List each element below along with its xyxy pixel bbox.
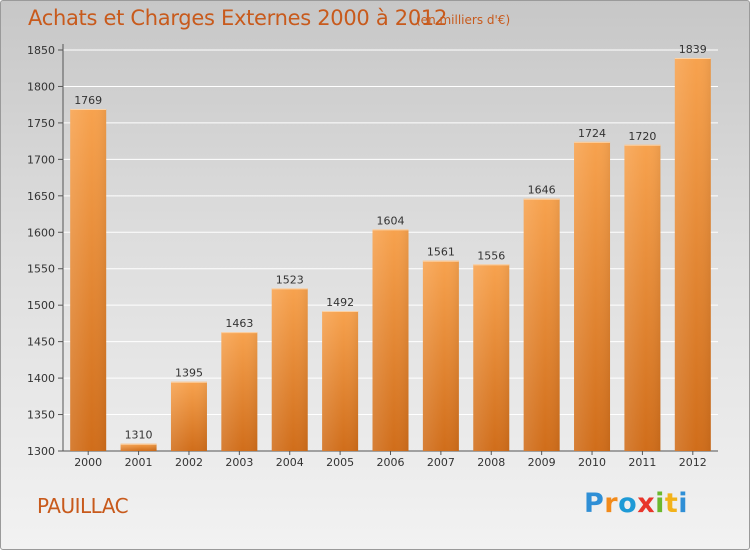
data-label-2009: 1646 — [528, 184, 556, 197]
y-tick-label: 1500 — [27, 299, 55, 312]
x-tick-label-2002: 2002 — [175, 456, 203, 469]
y-tick-label: 1350 — [27, 409, 55, 422]
bar-shade-2012 — [674, 58, 711, 452]
bar-shade-2007 — [422, 260, 459, 451]
bar-shade-2001 — [120, 443, 157, 451]
x-tick-label-2001: 2001 — [125, 456, 153, 469]
data-label-2012: 1839 — [679, 43, 707, 56]
logo-letter: i — [678, 488, 689, 519]
y-tick-label: 1400 — [27, 372, 55, 385]
bar-shade-2010 — [574, 141, 611, 451]
data-label-2005: 1492 — [326, 296, 354, 309]
bar-shade-2006 — [372, 229, 409, 451]
bar-shade-2000 — [70, 109, 107, 451]
x-tick-label-2004: 2004 — [276, 456, 304, 469]
x-tick-label-2011: 2011 — [628, 456, 656, 469]
data-label-2004: 1523 — [276, 273, 304, 286]
data-labels: 1769 1310 1395 1463 1523 1492 1604 1561 1556 1646… — [74, 43, 707, 442]
bar-shade-2011 — [624, 144, 661, 452]
y-tick-label: 1550 — [27, 263, 55, 276]
bars — [70, 58, 711, 452]
logo-letter: r — [604, 488, 619, 519]
x-tick-label-2012: 2012 — [679, 456, 707, 469]
x-tick-label-2010: 2010 — [578, 456, 606, 469]
x-tick-label-2006: 2006 — [377, 456, 405, 469]
y-tick-label: 1300 — [27, 445, 55, 458]
bar-shade-2008 — [473, 264, 510, 451]
logo-letter: i — [655, 488, 665, 519]
bar-shade-2003 — [221, 332, 258, 451]
x-tick-label-2008: 2008 — [477, 456, 505, 469]
data-label-2001: 1310 — [125, 429, 153, 442]
chart-subtitle: (en milliers d'€) — [416, 13, 511, 27]
logo-letter: o — [618, 488, 638, 519]
y-tick-label: 1450 — [27, 336, 55, 349]
bar-shade-2009 — [523, 198, 560, 451]
logo-letter: P — [584, 488, 605, 519]
x-tick-label-2005: 2005 — [326, 456, 354, 469]
y-tick-label: 1750 — [27, 117, 55, 130]
data-label-2006: 1604 — [377, 214, 405, 227]
y-tick-label: 1850 — [27, 44, 55, 57]
proxiti-logo[interactable]: Proxiti — [584, 488, 688, 519]
y-tick-label: 1650 — [27, 190, 55, 203]
bar-shade-2004 — [271, 288, 308, 451]
data-label-2002: 1395 — [175, 367, 203, 380]
x-tick-label-2009: 2009 — [528, 456, 556, 469]
data-label-2011: 1720 — [628, 130, 656, 143]
y-tick-label: 1600 — [27, 226, 55, 239]
x-tick-label-2007: 2007 — [427, 456, 455, 469]
logo-letter: x — [637, 488, 656, 519]
data-label-2010: 1724 — [578, 127, 606, 140]
y-tick-label: 1700 — [27, 153, 55, 166]
city-name: PAUILLAC — [37, 494, 129, 518]
bar-shade-2002 — [170, 381, 207, 451]
data-label-2003: 1463 — [225, 317, 253, 330]
x-tick-labels: 2000 2001 2002 2003 2004 2005 2006 2007 2008 2009… — [74, 456, 707, 469]
bar-shade-2005 — [322, 311, 359, 451]
chart-title: Achats et Charges Externes 2000 à 2012 — [28, 6, 448, 30]
y-tick-labels: 1300 1350 1400 1450 1500 1550 1600 1650 1700 1750… — [27, 44, 55, 458]
data-label-2008: 1556 — [477, 249, 505, 262]
logo-letter: t — [664, 488, 679, 519]
y-tick-label: 1800 — [27, 80, 55, 93]
data-label-2007: 1561 — [427, 246, 455, 259]
x-tick-label-2000: 2000 — [74, 456, 102, 469]
x-tick-label-2003: 2003 — [225, 456, 253, 469]
data-label-2000: 1769 — [74, 94, 102, 107]
